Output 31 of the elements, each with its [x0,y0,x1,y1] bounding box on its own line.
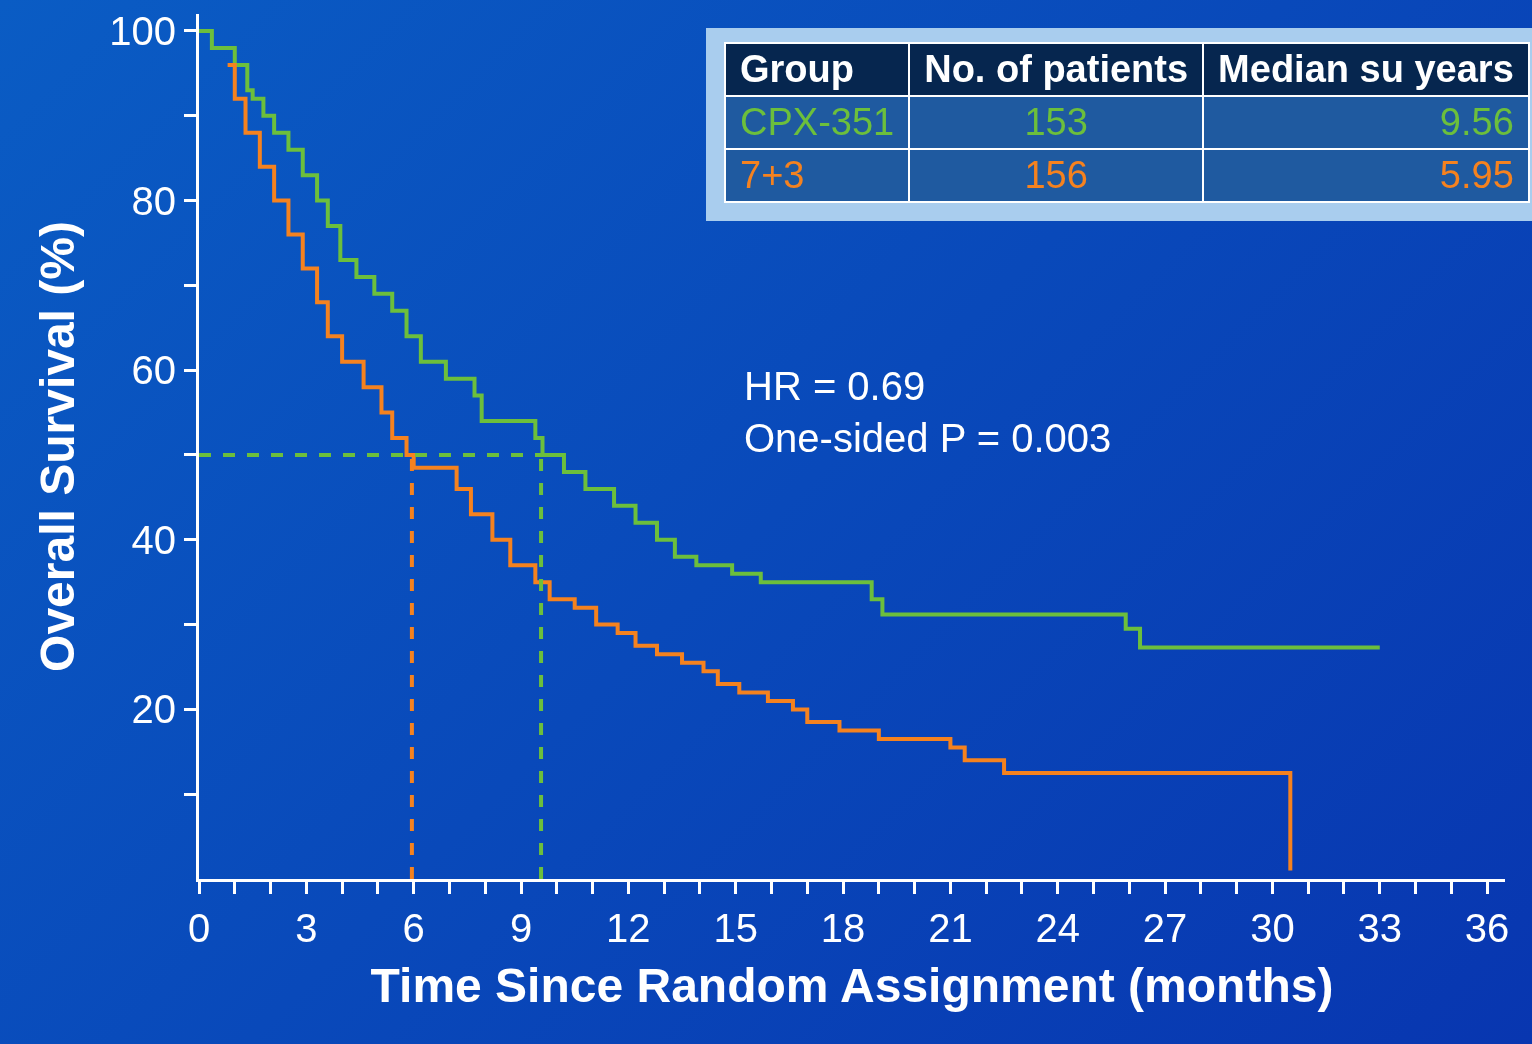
y-tick-label: 20 [131,687,176,732]
y-tick-label: 80 [131,178,176,223]
annotation: HR = 0.69 [744,363,927,410]
x-tick-label: 12 [606,906,651,950]
annotation: No. of patients [909,43,1204,96]
x-tick-label: 15 [713,906,758,950]
annotation: 153 [909,96,1204,149]
annotation: 5.95 [1203,149,1529,202]
x-tick-label: 3 [295,906,318,950]
x-tick-label: 6 [402,906,425,950]
y-axis-title: Overall Survival (%) [30,221,84,672]
x-tick-label: 24 [1035,906,1080,950]
x-tick-label: 33 [1357,906,1403,950]
x-tick-label: 27 [1142,906,1188,950]
x-tick-label: 36 [1464,906,1510,950]
annotation: 156 [909,149,1204,202]
annotation: Group [725,43,910,96]
y-tick-label: 40 [131,517,176,562]
annotation: Median su years [1203,43,1529,96]
x-tick-label: 18 [820,906,866,950]
x-tick-label: 9 [509,906,533,950]
annotation: One-sided P = 0.003 [744,415,1112,462]
y-tick-label: 100 [109,8,176,53]
x-tick-label: 21 [928,906,973,950]
annotation: 9.56 [1203,96,1529,149]
text: CPX-351 [740,101,895,143]
x-axis-title: Time Since Random Assignment (months) [370,959,1334,1013]
x-tick-label: 0 [187,906,211,950]
y-tick-label: 60 [131,348,176,393]
text: 7+3 [740,154,805,196]
x-tick-label: 30 [1250,906,1295,950]
